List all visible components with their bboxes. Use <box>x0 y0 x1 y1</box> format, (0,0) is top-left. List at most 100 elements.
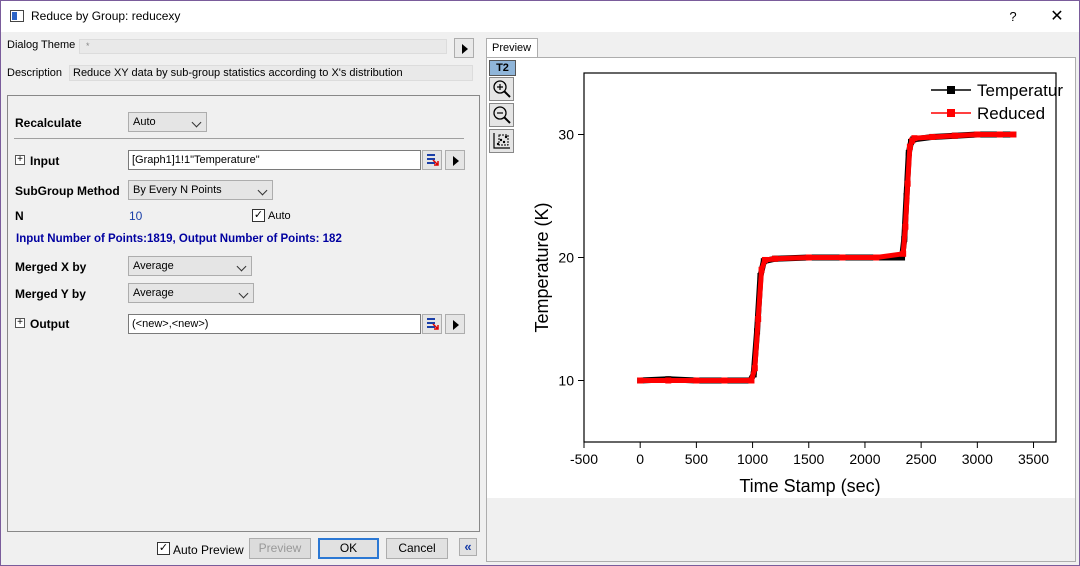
data-point <box>1010 131 1017 138</box>
merged-y-value: Average <box>133 287 174 299</box>
input-menu-button[interactable] <box>445 150 465 170</box>
data-point <box>665 377 672 384</box>
description-label: Description <box>7 67 63 79</box>
y-axis-label: Temperature (K) <box>532 202 552 332</box>
preview-chart: -500 0 500 1000 1500 2000 2500 3000 3500 10 20 30 Ti… <box>532 72 1063 496</box>
recalculate-select[interactable]: Auto <box>128 112 207 132</box>
right-arrow-icon <box>462 44 468 54</box>
data-point <box>873 254 880 261</box>
data-point <box>758 266 765 273</box>
merged-y-label: Merged Y by <box>15 287 86 301</box>
series-line <box>640 132 1014 383</box>
points-info-text: Input Number of Points:1819, Output Numb… <box>16 233 342 245</box>
legend-marker <box>947 109 955 117</box>
data-point <box>904 180 911 187</box>
collapse-preview-button[interactable]: « <box>459 538 477 556</box>
data-point <box>637 377 644 384</box>
zoom-in-button[interactable] <box>489 77 514 101</box>
x-tick-label: 2000 <box>849 451 880 467</box>
dialog-theme-field[interactable]: * <box>79 39 447 54</box>
right-arrow-icon <box>453 156 459 166</box>
data-point <box>761 256 768 263</box>
legend-label: Temperatur <box>977 81 1063 100</box>
data-point <box>755 316 762 322</box>
auto-preview-label: Auto Preview <box>173 543 244 557</box>
data-point <box>996 131 1003 138</box>
title-bar: Reduce by Group: reducexy ? ✕ <box>1 1 1079 32</box>
help-button[interactable]: ? <box>1009 9 1017 24</box>
x-tick-label: 2500 <box>906 451 937 467</box>
divider <box>14 138 464 139</box>
data-point <box>693 377 700 384</box>
data-point <box>899 254 906 261</box>
tab-preview[interactable]: Preview <box>486 38 538 58</box>
data-point <box>805 254 812 261</box>
data-selector-button[interactable] <box>489 129 514 153</box>
zoom-out-button[interactable] <box>489 103 514 127</box>
merged-x-select[interactable]: Average <box>128 256 252 276</box>
data-point <box>974 131 981 138</box>
ok-button[interactable]: OK <box>318 538 379 559</box>
range-select-icon <box>427 154 439 166</box>
zoom-in-icon <box>493 80 511 98</box>
close-button[interactable]: ✕ <box>1050 8 1064 25</box>
x-tick-label: 500 <box>685 451 709 467</box>
chevron-down-icon <box>257 185 268 196</box>
data-point <box>900 250 907 257</box>
merged-x-value: Average <box>133 260 174 272</box>
input-select-button[interactable] <box>422 150 442 170</box>
data-point <box>748 377 755 384</box>
merged-y-select[interactable]: Average <box>128 283 254 303</box>
output-menu-button[interactable] <box>445 314 465 334</box>
merged-x-label: Merged X by <box>15 260 87 274</box>
output-expand-icon[interactable]: + <box>15 318 25 328</box>
data-point <box>721 377 728 384</box>
data-point <box>951 132 958 139</box>
range-select-icon <box>427 318 439 330</box>
output-select-button[interactable] <box>422 314 442 334</box>
n-auto-checkbox[interactable]: ✓ <box>252 209 265 222</box>
recalculate-value: Auto <box>133 116 156 128</box>
data-point <box>839 254 846 261</box>
x-tick-label: 3500 <box>1018 451 1049 467</box>
output-label: Output <box>30 317 70 331</box>
data-point <box>929 133 936 140</box>
x-tick-label: 3000 <box>962 451 993 467</box>
auto-preview-checkbox[interactable]: ✓ <box>157 542 170 555</box>
data-point <box>906 143 913 150</box>
output-range-field[interactable]: (<new>,<new>) <box>128 314 421 334</box>
subgroup-method-select[interactable]: By Every N Points <box>128 180 273 200</box>
settings-panel: Recalculate Auto + Input [Graph1]1!1"Tem… <box>7 95 480 532</box>
legend-marker <box>947 86 955 94</box>
app-icon <box>10 10 24 22</box>
y-tick-label: 30 <box>558 127 574 143</box>
y-tick-label: 20 <box>558 250 574 266</box>
zoom-out-icon <box>493 106 511 124</box>
x-tick-label: -500 <box>570 451 598 467</box>
data-point <box>772 255 779 262</box>
data-point <box>902 223 909 230</box>
preview-footer-area <box>487 498 1075 561</box>
data-point <box>911 135 918 142</box>
n-value[interactable]: 10 <box>129 209 143 223</box>
subgroup-method-value: By Every N Points <box>133 184 222 196</box>
chevron-down-icon <box>236 261 247 272</box>
input-range-field[interactable]: [Graph1]1!1"Temperature" <box>128 150 421 170</box>
description-text: Reduce XY data by sub-group statistics a… <box>69 65 473 81</box>
dialog-theme-label: Dialog Theme <box>7 39 76 51</box>
theme-menu-button[interactable] <box>454 38 474 58</box>
layer-badge[interactable]: T2 <box>489 60 516 76</box>
data-selector-icon <box>493 133 510 149</box>
input-expand-icon[interactable]: + <box>15 155 25 165</box>
legend-label: Reduced <box>977 104 1045 123</box>
cancel-button[interactable]: Cancel <box>386 538 448 559</box>
subgroup-method-label: SubGroup Method <box>15 184 120 198</box>
data-point <box>751 365 758 372</box>
x-axis-label: Time Stamp (sec) <box>739 476 880 496</box>
chevron-down-icon <box>191 117 202 128</box>
preview-button[interactable]: Preview <box>249 538 311 559</box>
y-tick-label: 10 <box>558 373 574 389</box>
n-auto-label: Auto <box>268 210 291 222</box>
input-label: Input <box>30 154 60 168</box>
